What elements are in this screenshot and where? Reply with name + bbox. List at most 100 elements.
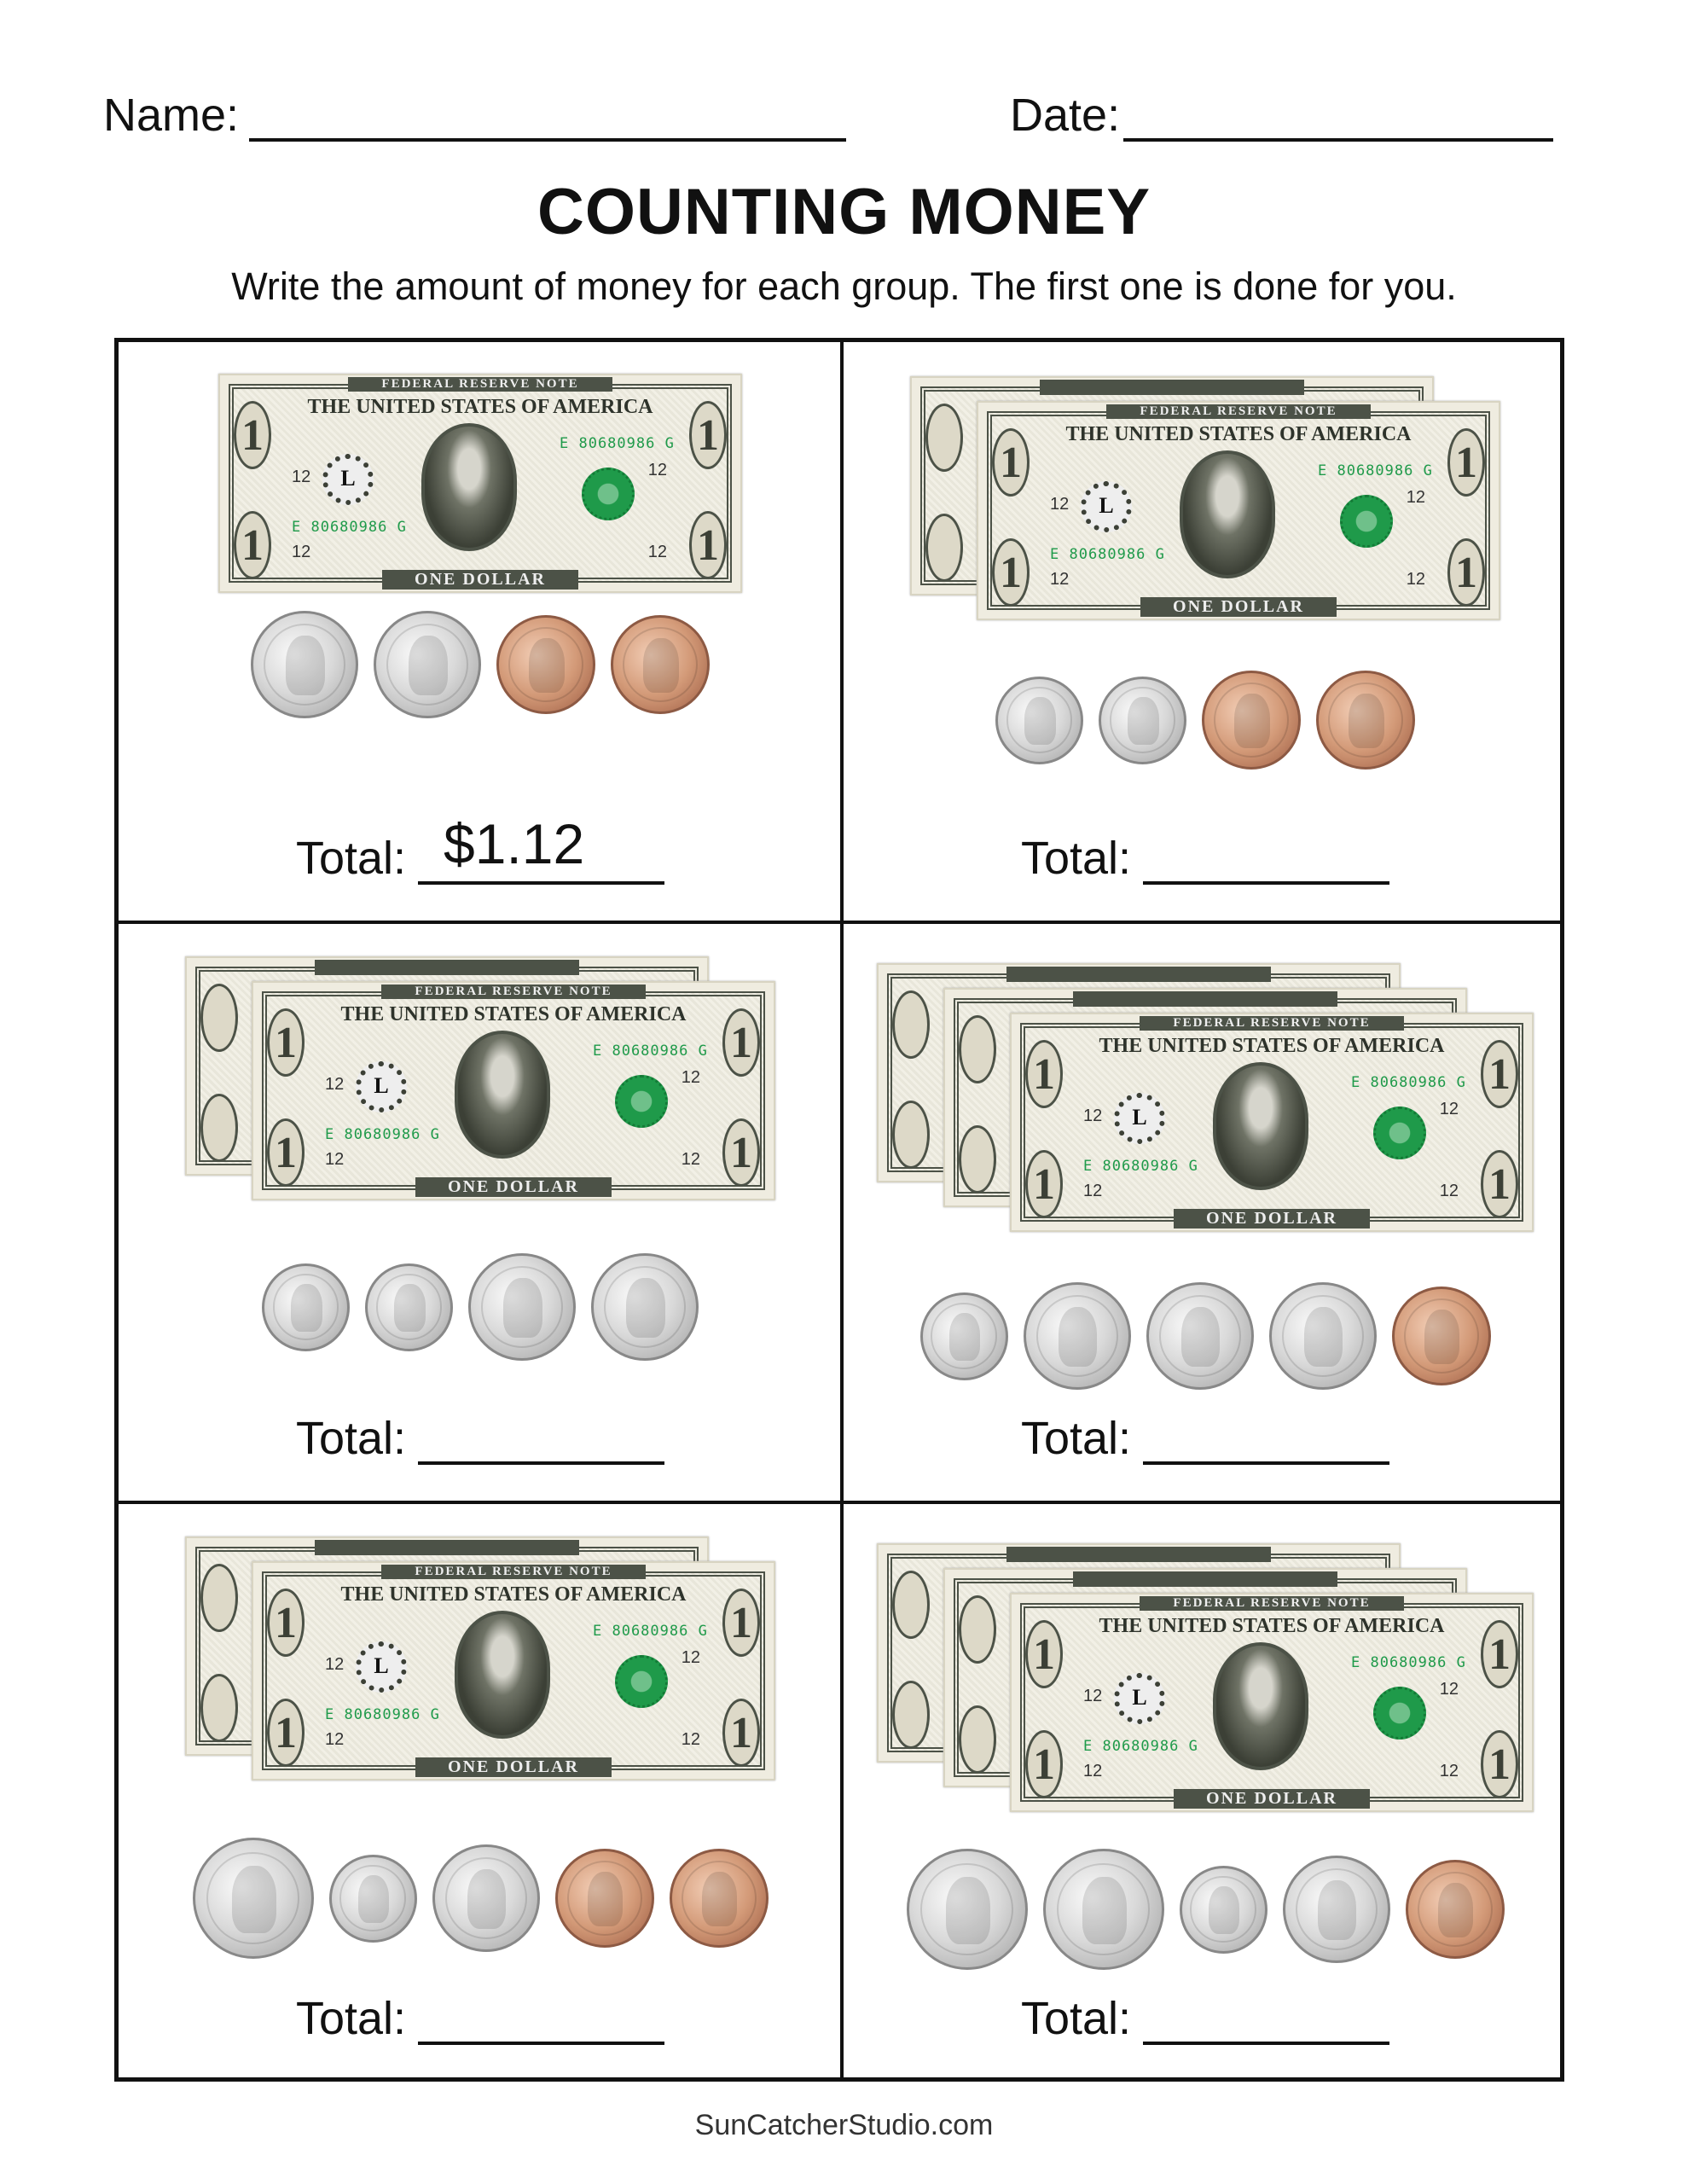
bill-corner-ornament (892, 1571, 930, 1639)
bill-header-band (1073, 991, 1337, 1007)
nickel-icon (251, 611, 358, 718)
total-row: Total: $1.12 (119, 812, 842, 885)
bill-plate: 12 (1050, 495, 1070, 514)
nickel-icon (591, 1253, 699, 1361)
bill-denomination: 1 (1025, 1040, 1063, 1108)
bill-footer: ONE DOLLAR (1140, 597, 1337, 617)
total-answer-line[interactable]: $1.12 (418, 812, 665, 885)
row-divider (119, 921, 1560, 924)
portrait-icon (455, 1031, 550, 1159)
penny-icon (554, 1849, 654, 1948)
bill-plate: 12 (1439, 1680, 1459, 1699)
portrait-icon (455, 1611, 550, 1739)
bill-serial: E 80680986 G (1351, 1074, 1466, 1091)
bill-header-band (315, 960, 579, 975)
total-answer-line[interactable] (1143, 825, 1390, 885)
total-answer-line[interactable] (1143, 1985, 1390, 2045)
coin-row (119, 604, 842, 725)
quarter-icon (906, 1849, 1028, 1970)
bill-serial: E 80680986 G (1351, 1654, 1466, 1671)
dime-icon (365, 1263, 453, 1351)
footer-credit: SunCatcherStudio.com (694, 2109, 994, 2141)
bill-serial: E 80680986 G (1318, 462, 1433, 479)
total-label: Total: (1020, 833, 1132, 884)
bill-denomination: 1 (1447, 428, 1485, 497)
bill-footer: ONE DOLLAR (382, 570, 578, 590)
coin-row (119, 1838, 842, 1959)
total-row: Total: (844, 825, 1567, 885)
total-answer: $1.12 (444, 812, 585, 875)
money-group-1: FEDERAL RESERVE NOTE THE UNITED STATES O… (119, 342, 842, 922)
bill-country: THE UNITED STATES OF AMERICA (340, 1583, 687, 1606)
penny-icon (1391, 1287, 1491, 1385)
bill-stack: FEDERAL RESERVE NOTE THE UNITED STATES O… (185, 1536, 775, 1780)
bill-plate: 12 (1439, 1182, 1459, 1200)
bill-denomination: 1 (1025, 1730, 1063, 1798)
bill-plate: 12 (1406, 488, 1425, 507)
reserve-seal-icon: L (1081, 481, 1132, 532)
page-title: COUNTING MONEY (537, 176, 1151, 248)
money-group-2: FEDERAL RESERVE NOTE THE UNITED STATES O… (844, 342, 1567, 922)
bill-plate: 12 (1439, 1100, 1459, 1118)
portrait-icon (1213, 1642, 1308, 1770)
bill-country: THE UNITED STATES OF AMERICA (340, 1003, 687, 1025)
total-answer-line[interactable] (418, 1985, 665, 2045)
total-label: Total: (295, 1993, 407, 2044)
bill-footer: ONE DOLLAR (415, 1757, 612, 1777)
bill-serial: E 80680986 G (1050, 546, 1165, 563)
total-row: Total: (844, 1405, 1567, 1465)
bill-denomination: 1 (689, 511, 727, 579)
name-line[interactable] (249, 97, 847, 142)
coin-row (119, 1246, 842, 1368)
reserve-seal-icon: L (356, 1641, 407, 1693)
bill-denomination: 1 (722, 1008, 760, 1077)
money-group-3: FEDERAL RESERVE NOTE THE UNITED STATES O… (119, 922, 842, 1502)
date-line[interactable] (1123, 97, 1554, 142)
row-divider (119, 1501, 1560, 1504)
bill-plate: 12 (325, 1730, 345, 1749)
bill-header: FEDERAL RESERVE NOTE (348, 377, 612, 392)
bill-denomination: 1 (234, 401, 271, 469)
name-field: Name: (103, 89, 847, 142)
bill-denomination: 1 (1481, 1730, 1518, 1798)
bill-corner-ornament (925, 514, 963, 582)
bill-denomination: 1 (1481, 1620, 1518, 1688)
dollar-bill: FEDERAL RESERVE NOTE THE UNITED STATES O… (218, 374, 742, 593)
penny-icon (496, 615, 595, 714)
bill-header: FEDERAL RESERVE NOTE (1140, 1016, 1404, 1031)
treasury-seal-icon (615, 1075, 668, 1128)
bill-header-band (1006, 1547, 1271, 1562)
money-group-5: FEDERAL RESERVE NOTE THE UNITED STATES O… (119, 1502, 842, 2082)
bill-stack: FEDERAL RESERVE NOTE THE UNITED STATES O… (185, 956, 775, 1200)
bill-denomination: 1 (992, 538, 1030, 607)
penny-icon (611, 615, 710, 714)
bill-corner-ornament (959, 1595, 996, 1664)
bill-stack: FEDERAL RESERVE NOTE THE UNITED STATES O… (910, 376, 1500, 620)
portrait-icon (1180, 450, 1275, 578)
coin-row (844, 1275, 1567, 1397)
bill-denomination: 1 (267, 1118, 305, 1187)
nickel-icon (1282, 1856, 1390, 1963)
bill-plate: 12 (1083, 1687, 1103, 1705)
bill-corner-ornament (959, 1015, 996, 1083)
bill-plate: 12 (1406, 570, 1425, 589)
bill-corner-ornament (892, 1681, 930, 1749)
dollar-bill: FEDERAL RESERVE NOTE THE UNITED STATES O… (1010, 1013, 1534, 1232)
penny-icon (669, 1849, 769, 1948)
portrait-icon (421, 423, 517, 551)
bill-header-band (1006, 967, 1271, 982)
coin-row (844, 659, 1567, 781)
bill-corner-ornament (200, 1674, 238, 1742)
total-label: Total: (1020, 1993, 1132, 2044)
nickel-icon (374, 611, 481, 718)
bill-plate: 12 (1050, 570, 1070, 589)
bill-plate: 12 (1083, 1762, 1103, 1780)
bill-plate: 12 (681, 1730, 700, 1749)
bill-denomination: 1 (1025, 1620, 1063, 1688)
reserve-seal-icon: L (322, 454, 374, 505)
dime-icon (262, 1263, 350, 1351)
bill-serial: E 80680986 G (560, 435, 675, 452)
date-label: Date: (1010, 90, 1121, 141)
total-answer-line[interactable] (418, 1405, 665, 1465)
total-answer-line[interactable] (1143, 1405, 1390, 1465)
